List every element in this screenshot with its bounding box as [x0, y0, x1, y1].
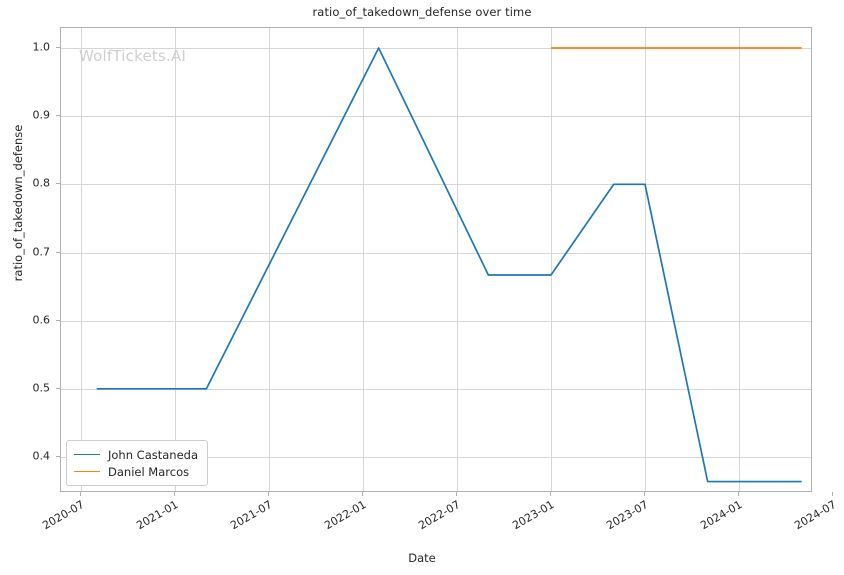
y-tick-label: 0.8 — [32, 176, 51, 190]
x-tick-mark — [174, 492, 175, 496]
legend-line-swatch — [74, 454, 100, 455]
x-tick-label: 2021-07 — [228, 498, 275, 533]
x-tick-mark — [550, 492, 551, 496]
x-tick-label: 2022-01 — [322, 498, 369, 533]
x-tick-label: 2024-07 — [792, 498, 839, 533]
y-tick-label: 0.9 — [32, 108, 51, 122]
gridline-vertical — [739, 28, 740, 491]
x-tick-label: 2021-01 — [134, 498, 181, 533]
legend-line-swatch — [74, 471, 100, 472]
gridline-vertical — [457, 28, 458, 491]
gridline-horizontal — [61, 184, 811, 186]
gridline-vertical — [81, 28, 82, 491]
legend-label: John Castaneda — [108, 447, 198, 462]
gridline-horizontal — [61, 48, 811, 49]
gridline-vertical — [269, 28, 270, 491]
x-tick-mark — [362, 492, 363, 496]
x-tick-label: 2023-07 — [604, 498, 651, 533]
gridline-horizontal — [61, 320, 811, 322]
series-lines — [96, 47, 802, 483]
x-tick-mark — [268, 492, 269, 496]
legend-entry[interactable]: John Castaneda — [74, 446, 198, 463]
y-tick-mark — [56, 387, 60, 389]
y-tick-mark — [56, 183, 60, 185]
y-tick-label: 0.5 — [32, 381, 51, 395]
x-tick-mark — [80, 492, 81, 496]
chart-legend[interactable]: John Castaneda Daniel Marcos — [66, 440, 208, 486]
x-tick-mark — [644, 492, 645, 496]
y-tick-mark — [56, 319, 60, 321]
x-tick-mark — [456, 492, 457, 496]
x-tick-label: 2020-07 — [40, 498, 87, 533]
gridline-vertical — [551, 28, 552, 491]
y-axis-label: ratio_of_takedown_defense — [11, 124, 25, 282]
x-tick-label: 2022-07 — [416, 498, 463, 533]
x-tick-label: 2023-01 — [510, 498, 557, 533]
gridline-horizontal — [61, 116, 811, 118]
legend-label: Daniel Marcos — [108, 464, 190, 479]
legend-entry[interactable]: Daniel Marcos — [74, 463, 198, 480]
gridline-vertical — [175, 28, 176, 491]
y-tick-label: 0.7 — [32, 245, 51, 258]
gridline-horizontal — [61, 252, 811, 254]
x-tick-mark — [738, 492, 739, 496]
y-tick-label: 0.6 — [32, 313, 51, 327]
y-tick-mark — [56, 456, 60, 457]
x-tick-label: 2024-01 — [698, 498, 745, 533]
gridline-vertical — [645, 28, 646, 491]
y-tick-label: 1.0 — [32, 40, 51, 54]
y-tick-label: 0.4 — [32, 449, 51, 463]
y-tick-mark — [56, 115, 60, 117]
gridline-horizontal — [61, 457, 811, 458]
watermark-text: WolfTickets.AI — [79, 47, 187, 65]
plot-area: WolfTickets.AI — [60, 27, 812, 492]
y-tick-mark — [56, 47, 60, 48]
chart-title: ratio_of_takedown_defense over time — [312, 5, 532, 19]
gridline-horizontal — [61, 388, 811, 390]
y-tick-mark — [56, 251, 60, 253]
x-tick-mark — [832, 492, 833, 496]
x-axis-label: Date — [408, 551, 436, 565]
series-line-john-castaneda — [96, 47, 802, 483]
gridline-vertical — [363, 28, 364, 491]
